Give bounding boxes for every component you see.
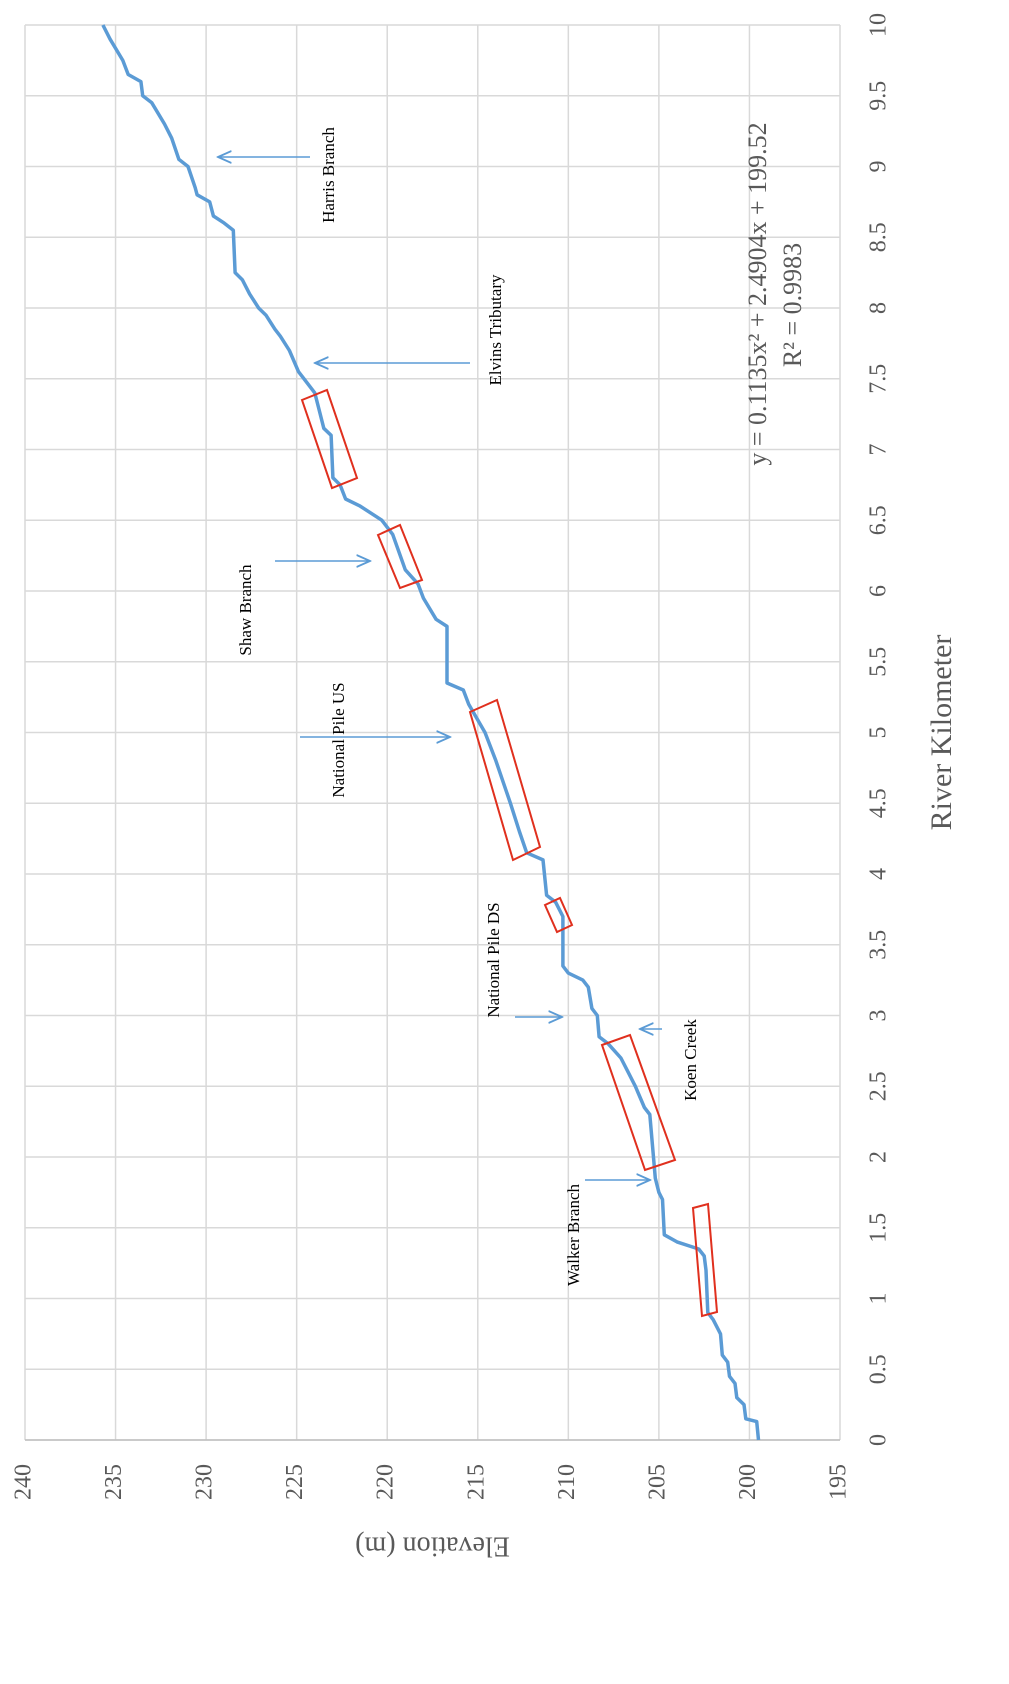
annotation: Walker Branch (564, 1184, 583, 1287)
highlight-box (376, 523, 424, 590)
annotation: Harris Branch (319, 127, 338, 223)
y-tick-label: 215 (463, 1464, 489, 1500)
x-tick-label: 9.5 (866, 81, 892, 111)
x-axis-title: River Kilometer (925, 635, 958, 831)
x-tick-label: 8 (866, 302, 892, 314)
x-tick-label: 0 (866, 1434, 892, 1446)
highlight-box (691, 1202, 719, 1318)
y-tick-label: 220 (373, 1464, 399, 1500)
y-tick-label: 240 (11, 1464, 37, 1500)
trendline-equation: y = 0.1135x² + 2.4904x + 199.52 (743, 122, 772, 465)
highlight-box (543, 896, 574, 934)
x-tick-label: 0.5 (866, 1354, 892, 1384)
x-tick-label: 4.5 (866, 788, 892, 818)
x-tick-label: 1.5 (866, 1213, 892, 1243)
x-tick-label: 2 (866, 1151, 892, 1163)
x-tick-label: 5 (866, 727, 892, 739)
y-tick-label: 205 (644, 1464, 670, 1500)
x-tick-label: 5.5 (866, 647, 892, 677)
highlight-box (600, 1033, 677, 1172)
y-tick-label: 200 (735, 1464, 761, 1500)
x-tick-label: 3.5 (866, 930, 892, 960)
r-squared: R² = 0.9983 (778, 243, 807, 367)
x-tick-label: 10 (866, 13, 892, 37)
elevation-line (101, 24, 761, 1441)
x-tick-label: 7.5 (866, 364, 892, 394)
annotation: National Pile DS (484, 902, 503, 1017)
rotated-plot: 0 0.5 1 1.5 2 2.5 3 3.5 4 4.5 5 5.5 6 6.5 7 7.5 8 8.5 9 9.5… (11, 13, 958, 1562)
y-axis-title: Elevation (m) (355, 1531, 510, 1562)
highlight-box (468, 698, 542, 862)
annotation: Shaw Branch (236, 564, 255, 656)
x-tick-label: 2.5 (866, 1071, 892, 1101)
x-tick-label: 6 (866, 585, 892, 597)
annotation: Elvins Tributary (486, 274, 505, 385)
y-tick-label: 235 (101, 1464, 127, 1500)
highlight-box (300, 388, 359, 490)
y-tick-label: 210 (554, 1464, 580, 1500)
x-tick-label: 1 (866, 1293, 892, 1305)
x-tick-label: 9 (866, 161, 892, 173)
annotation: Koen Creek (681, 1019, 700, 1101)
y-tick-label: 195 (826, 1464, 852, 1500)
x-tick-label: 7 (866, 444, 892, 456)
y-tick-label: 230 (192, 1464, 218, 1500)
y-tick-label: 225 (282, 1464, 308, 1500)
x-tick-label: 4 (866, 868, 892, 880)
x-tick-label: 3 (866, 1010, 892, 1022)
x-tick-label: 6.5 (866, 505, 892, 535)
annotation: National Pile US (329, 682, 348, 797)
x-tick-label: 8.5 (866, 222, 892, 252)
